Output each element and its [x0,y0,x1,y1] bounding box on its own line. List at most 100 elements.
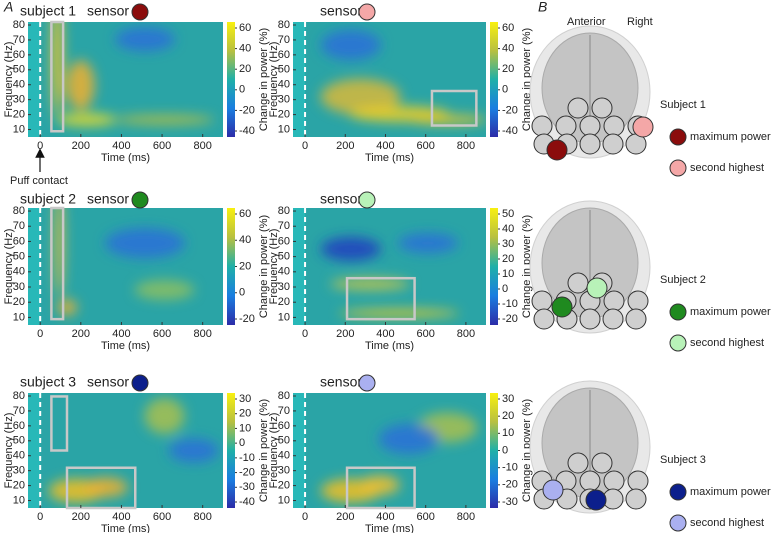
y-tick-label: 40 [278,79,290,91]
y-tick-label: 70 [278,34,290,46]
x-tick-label: 600 [153,328,171,340]
second-sensor [586,277,608,299]
sensor [567,97,589,119]
highlight-box [345,276,416,321]
x-tick-label: 400 [112,511,130,523]
y-axis-label: Frequency (Hz) [3,413,15,489]
sensor [603,115,625,137]
x-tick-label: 600 [417,511,435,523]
sensor [567,272,589,294]
sensor [579,470,601,492]
highlight-box [50,395,69,452]
colorbar-tick-label: 0 [239,84,245,96]
x-tick-label: 600 [153,511,171,523]
colorbar-tick-label: 30 [239,393,251,405]
legend-marker [669,128,687,146]
subject-label: subject 2 [20,191,76,207]
head-label: Anterior [567,16,606,28]
y-tick-label: 20 [278,296,290,308]
colorbar-tick-label: -40 [239,125,255,137]
sensor [579,133,601,155]
max-sensor [551,296,573,318]
y-tick-label: 70 [278,405,290,417]
y-axis-label: Frequency (Hz) [3,42,15,118]
x-axis-label: Time (ms) [101,340,150,352]
colorbar-tick-label: -20 [502,479,518,491]
x-tick-label: 0 [302,511,308,523]
heatmap [28,208,223,325]
x-axis-label: Time (ms) [101,152,150,164]
colorbar-tick-label: -10 [239,452,255,464]
colorbar-label: Change in power (%) [258,399,270,502]
subject-title: Subject 1 [660,99,706,111]
sensor-marker [358,3,376,21]
y-tick-label: 50 [278,435,290,447]
sensor-marker [131,191,149,209]
y-tick-label: 60 [278,49,290,61]
y-axis-label: Frequency (Hz) [3,229,15,305]
colorbar-tick-label: 40 [239,234,251,246]
x-tick-label: 800 [194,140,212,152]
max-sensor [546,139,568,161]
colorbar-label: Change in power (%) [258,28,270,131]
sensor [579,115,601,137]
y-tick-label: 80 [13,390,25,402]
blob [54,208,65,299]
colorbar-tick-label: 60 [502,22,514,34]
x-tick-label: 800 [457,328,475,340]
y-tick-label: 30 [278,281,290,293]
blob [57,299,77,316]
y-tick-label: 40 [278,450,290,462]
sensor [591,97,613,119]
colorbar-tick-label: 20 [239,260,251,272]
y-tick-label: 30 [13,94,25,106]
x-tick-label: 200 [72,511,90,523]
x-tick-label: 200 [336,511,354,523]
x-tick-label: 800 [194,328,212,340]
colorbar-tick-label: 20 [239,63,251,75]
blob [56,113,117,126]
head-label: Right [627,16,653,28]
blobs [320,233,460,318]
baseline-band [28,208,41,325]
y-tick-label: 10 [278,311,290,323]
colorbar-label: Change in power (%) [521,215,533,318]
sensor [531,115,553,137]
colorbar-tick-label: 0 [239,437,245,449]
colorbar-tick-label: -20 [239,313,255,325]
sensor [603,470,625,492]
y-tick-label: 50 [278,251,290,263]
blob [105,228,185,259]
colorbar-tick-label: 30 [502,238,514,250]
x-axis-label: Time (ms) [101,523,150,533]
colorbar-tick-label: -30 [502,496,518,508]
sensor [625,488,647,510]
x-tick-label: 600 [417,328,435,340]
colorbar-tick-label: -20 [239,104,255,116]
x-tick-label: 200 [336,328,354,340]
sensor-marker [358,374,376,392]
y-tick-label: 80 [278,390,290,402]
y-axis-label: Frequency (Hz) [268,229,280,305]
x-tick-label: 400 [376,511,394,523]
blob [359,475,400,495]
blob [320,236,381,261]
sensor-label: sensor [320,3,362,19]
subject-title: Subject 2 [660,274,706,286]
blobs [54,208,195,316]
y-tick-label: 50 [13,435,25,447]
blob [407,114,486,125]
colorbar [227,393,235,508]
colorbar [490,22,498,137]
sensor [603,290,625,312]
sensor-marker [131,3,149,21]
colorbar-tick-label: 20 [239,408,251,420]
sensor [627,290,649,312]
y-tick-label: 50 [13,251,25,263]
x-tick-label: 200 [336,140,354,152]
sensor [625,308,647,330]
legend-marker [669,334,687,352]
subject-label: subject 3 [20,374,76,390]
highlight-box [345,466,416,510]
blob [51,22,64,117]
